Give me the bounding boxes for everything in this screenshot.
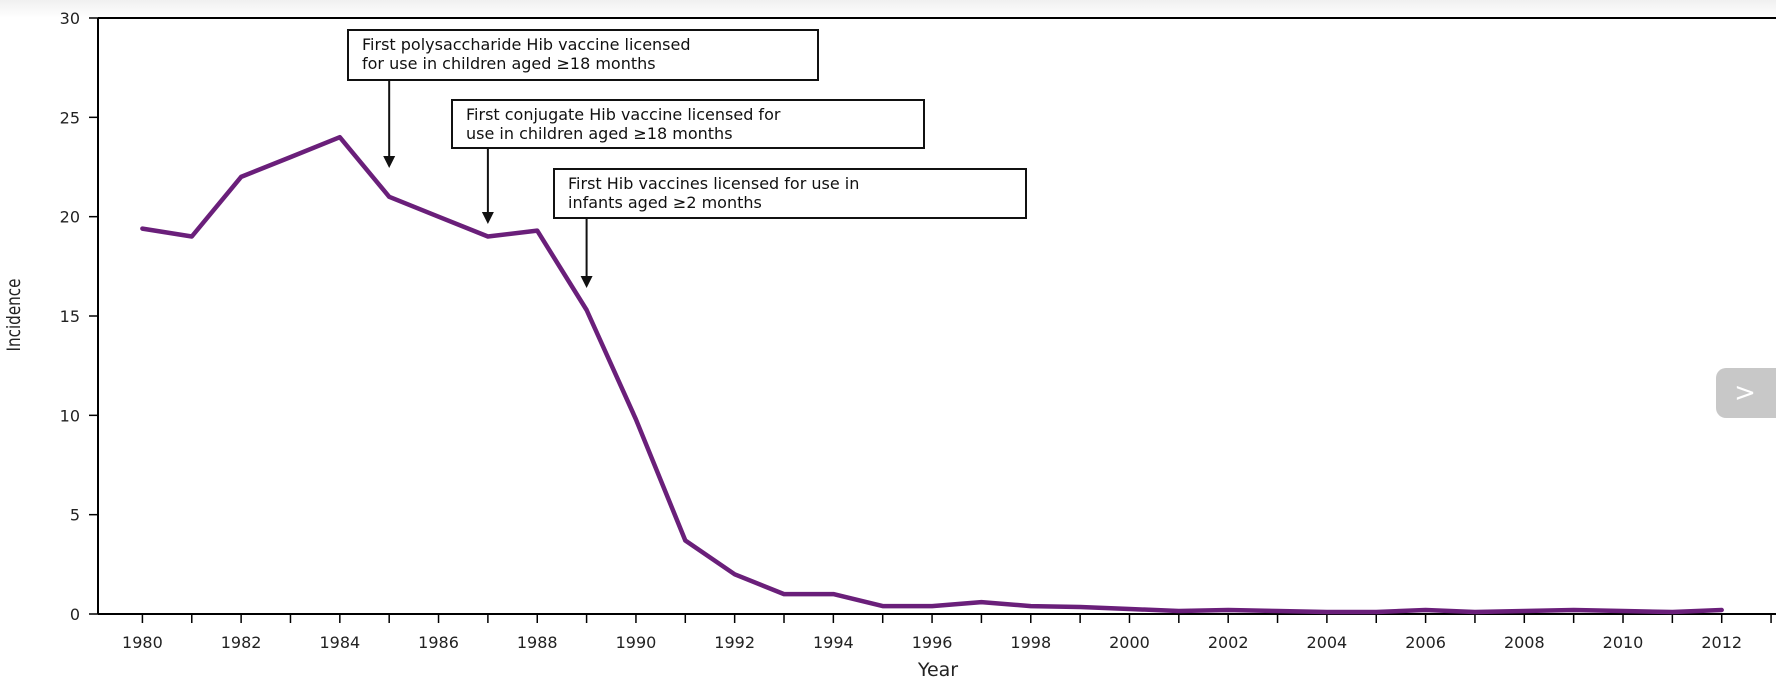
annotation-text: for use in children aged ≥18 months: [362, 54, 656, 73]
annotations-layer: First polysaccharide Hib vaccine license…: [347, 29, 1027, 288]
x-tick-label: 1996: [912, 633, 953, 652]
series-line: [140, 134, 1724, 615]
annotation-box: [347, 29, 819, 81]
y-tick-label: 20: [60, 208, 80, 227]
annotation-callout: First polysaccharide Hib vaccine license…: [347, 29, 819, 168]
x-tick-label: 2004: [1307, 633, 1348, 652]
x-tick-label: 1986: [418, 633, 459, 652]
annotation-text: First conjugate Hib vaccine licensed for: [466, 105, 781, 124]
x-axis-title: Year: [917, 659, 958, 679]
annotation-text: infants aged ≥2 months: [568, 193, 762, 212]
chevron-right-icon: >: [1734, 378, 1756, 408]
x-tick-label: 1992: [714, 633, 755, 652]
y-tick-label: 0: [70, 605, 80, 624]
y-tick-label: 15: [60, 307, 80, 326]
x-axis: 1980 1982 1984 1986 1988 1990 1992 1994 1996 1998…: [98, 17, 1776, 652]
top-bar: [0, 0, 1776, 18]
y-tick-label: 25: [60, 108, 80, 127]
x-tick-label: 2006: [1405, 633, 1446, 652]
annotation-box: [553, 168, 1027, 219]
x-tick-label: 2010: [1603, 633, 1644, 652]
annotation-callout: First conjugate Hib vaccine licensed for…: [451, 99, 925, 224]
series-layer: [140, 134, 1724, 615]
annotation-arrow-head: [383, 156, 396, 168]
y-tick-label: 10: [60, 406, 80, 425]
x-tick-label: 2012: [1701, 633, 1742, 652]
next-slide-button[interactable]: >: [1716, 368, 1776, 418]
x-tick-label: 1990: [616, 633, 657, 652]
x-tick-label: 1994: [813, 633, 854, 652]
annotation-text: First Hib vaccines licensed for use in: [568, 174, 859, 193]
y-axis: 0 5 10 15 20 25 30: [60, 9, 99, 624]
x-tick-label: 1988: [517, 633, 558, 652]
y-tick-label: 30: [60, 9, 80, 28]
y-tick-label: 5: [70, 506, 80, 525]
x-tick-label: 1998: [1010, 633, 1051, 652]
x-tick-label: 2002: [1208, 633, 1249, 652]
annotation-box: [451, 99, 925, 149]
annotation-text: use in children aged ≥18 months: [466, 124, 733, 143]
x-tick-label: 1982: [221, 633, 262, 652]
x-tick-label: 1984: [319, 633, 360, 652]
x-tick-label: 2000: [1109, 633, 1150, 652]
x-tick-label: 1980: [122, 633, 163, 652]
y-axis-title: Incidence: [3, 279, 25, 352]
x-tick-label: 2008: [1504, 633, 1545, 652]
annotation-text: First polysaccharide Hib vaccine license…: [362, 35, 691, 54]
annotation-arrow-head: [481, 212, 494, 224]
annotation-arrow-head: [580, 276, 593, 288]
annotation-callout: First Hib vaccines licensed for use inin…: [553, 168, 1027, 288]
